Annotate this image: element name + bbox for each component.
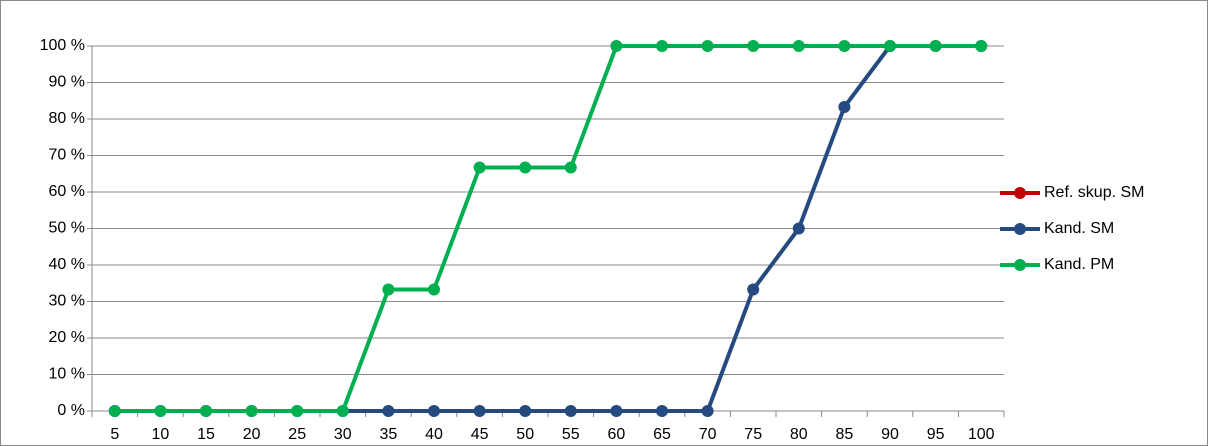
x-tick-label: 100 bbox=[968, 426, 995, 443]
series-marker bbox=[838, 40, 851, 52]
series-marker bbox=[656, 405, 668, 417]
series-marker bbox=[838, 100, 851, 113]
legend-label: Kand. PM bbox=[1044, 256, 1114, 273]
series-marker bbox=[975, 40, 988, 52]
series-marker bbox=[929, 40, 942, 52]
series-line bbox=[114, 44, 982, 413]
y-tick-label: 0 % bbox=[57, 402, 85, 419]
y-tick-label: 20 % bbox=[49, 329, 85, 346]
series-marker bbox=[747, 40, 760, 52]
x-tick-label: 90 bbox=[881, 426, 899, 443]
legend-marker bbox=[1014, 223, 1026, 235]
x-tick-label: 15 bbox=[197, 426, 215, 443]
series-marker bbox=[792, 40, 805, 52]
x-tick-label: 55 bbox=[562, 426, 580, 443]
y-tick-label: 100 % bbox=[40, 37, 85, 54]
x-tick-label: 30 bbox=[334, 426, 352, 443]
y-tick-label: 80 % bbox=[49, 110, 85, 127]
x-tick-label: 60 bbox=[608, 426, 626, 443]
series-marker bbox=[336, 405, 349, 417]
x-tick-label: 50 bbox=[516, 426, 534, 443]
x-tick-label: 35 bbox=[380, 426, 398, 443]
x-tick-label: 80 bbox=[790, 426, 808, 443]
series-marker bbox=[656, 40, 668, 52]
series-marker bbox=[473, 405, 486, 417]
series-marker bbox=[382, 283, 395, 296]
series-marker bbox=[382, 405, 395, 417]
legend-label: Kand. SM bbox=[1044, 220, 1114, 237]
x-tick-label: 20 bbox=[243, 426, 261, 443]
x-tick-label: 10 bbox=[152, 426, 170, 443]
series-marker bbox=[200, 405, 212, 417]
legend-marker bbox=[1014, 259, 1026, 271]
y-tick-label: 70 % bbox=[49, 147, 85, 164]
y-tick-label: 10 % bbox=[49, 366, 85, 383]
series-marker bbox=[428, 283, 440, 296]
series-marker bbox=[154, 405, 167, 417]
series-marker bbox=[519, 405, 532, 417]
x-tick-label: 85 bbox=[836, 426, 854, 443]
series-marker bbox=[564, 161, 577, 174]
legend-label: Ref. skup. SM bbox=[1044, 184, 1144, 201]
series-marker bbox=[473, 161, 486, 174]
legend-marker bbox=[1014, 187, 1026, 199]
series-marker bbox=[610, 405, 623, 417]
series-marker bbox=[747, 283, 760, 296]
series-marker bbox=[564, 405, 577, 417]
x-tick-label: 45 bbox=[471, 426, 489, 443]
x-tick-label: 65 bbox=[653, 426, 671, 443]
x-tick-label: 5 bbox=[110, 426, 119, 443]
series-marker bbox=[884, 40, 896, 52]
series-marker bbox=[610, 40, 623, 52]
x-tick-label: 40 bbox=[425, 426, 443, 443]
y-tick-label: 30 % bbox=[49, 293, 85, 310]
series-marker bbox=[428, 405, 440, 417]
series-marker bbox=[291, 405, 304, 417]
series-marker bbox=[792, 222, 805, 235]
y-tick-label: 50 % bbox=[49, 220, 85, 237]
x-tick-label: 75 bbox=[744, 426, 762, 443]
series-marker bbox=[701, 405, 714, 417]
series-marker bbox=[519, 161, 532, 174]
series-marker bbox=[245, 405, 258, 417]
x-tick-label: 70 bbox=[699, 426, 717, 443]
series-marker bbox=[701, 40, 714, 52]
y-tick-label: 90 % bbox=[49, 74, 85, 91]
y-tick-label: 40 % bbox=[49, 256, 85, 273]
series-marker bbox=[108, 405, 121, 417]
x-tick-label: 25 bbox=[288, 426, 306, 443]
x-tick-label: 95 bbox=[927, 426, 945, 443]
y-tick-label: 60 % bbox=[49, 183, 85, 200]
